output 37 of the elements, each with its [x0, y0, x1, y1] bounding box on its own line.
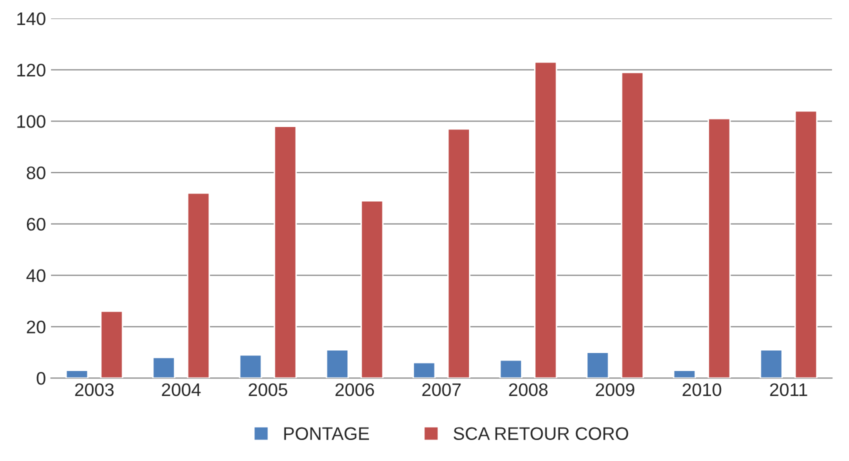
- bar: [586, 352, 610, 378]
- x-tick-label: 2010: [682, 383, 722, 396]
- x-tick-label: 2003: [75, 383, 114, 396]
- y-tick-label: 80: [26, 166, 46, 180]
- y-tick-label: 0: [36, 372, 46, 385]
- bar: [534, 61, 558, 378]
- bar: [186, 192, 210, 378]
- bar: [100, 310, 124, 378]
- y-tick-label: 40: [26, 269, 46, 282]
- x-tick-label: 2004: [162, 383, 201, 396]
- y-tick-label: 140: [17, 12, 46, 26]
- bar: [447, 128, 470, 378]
- bar: [672, 370, 696, 378]
- x-tick-label: 2009: [596, 383, 634, 396]
- bar: [152, 356, 176, 378]
- bar: [499, 359, 522, 378]
- y-tick-label: 100: [17, 115, 46, 128]
- x-tick-label: 2011: [770, 383, 808, 396]
- bar: [326, 349, 349, 378]
- bar: [794, 110, 818, 378]
- x-tick-label: 2005: [248, 383, 288, 396]
- bar: [274, 126, 297, 378]
- bar: [239, 354, 262, 378]
- legend-label: PONTAGE: [284, 427, 369, 440]
- bar: [620, 72, 644, 378]
- y-tick-label: 20: [26, 320, 46, 334]
- y-tick-label: 120: [17, 64, 46, 77]
- legend-label: SCA RETOUR CORO: [454, 427, 628, 440]
- x-tick-label: 2006: [336, 383, 374, 396]
- bar: [65, 370, 89, 378]
- x-tick-label: 2008: [509, 383, 548, 396]
- x-tick-label: 2007: [422, 383, 461, 396]
- bar: [760, 349, 783, 378]
- bar: [412, 362, 436, 378]
- bar: [708, 118, 731, 378]
- y-tick-label: 60: [26, 218, 46, 231]
- bar: [360, 200, 384, 378]
